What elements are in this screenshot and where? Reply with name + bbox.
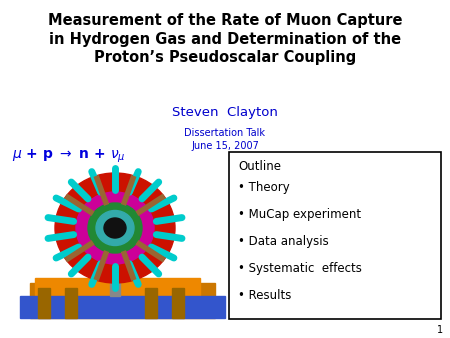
Ellipse shape — [88, 203, 142, 253]
Bar — [45, 283, 190, 303]
Bar — [20, 296, 225, 318]
Text: • MuCap experiment: • MuCap experiment — [238, 208, 361, 221]
Text: Outline: Outline — [238, 160, 281, 173]
Text: 1: 1 — [437, 325, 443, 335]
Bar — [145, 288, 157, 318]
Text: Measurement of the Rate of Muon Capture
in Hydrogen Gas and Determination of the: Measurement of the Rate of Muon Capture … — [48, 13, 402, 65]
Bar — [30, 283, 215, 318]
Text: Steven  Clayton: Steven Clayton — [172, 106, 278, 119]
Bar — [38, 288, 50, 318]
Text: • Systematic  effects: • Systematic effects — [238, 262, 362, 275]
Text: • Data analysis: • Data analysis — [238, 235, 329, 248]
Bar — [65, 288, 77, 318]
Text: Dissertation Talk
June 15, 2007: Dissertation Talk June 15, 2007 — [184, 128, 266, 151]
Bar — [110, 228, 120, 296]
Ellipse shape — [55, 173, 175, 283]
Ellipse shape — [104, 218, 126, 238]
Text: $\mu$ + p $\rightarrow$ n + $\nu_{\mu}$: $\mu$ + p $\rightarrow$ n + $\nu_{\mu}$ — [12, 148, 126, 165]
Text: • Theory: • Theory — [238, 181, 290, 194]
Ellipse shape — [96, 211, 134, 245]
Bar — [172, 288, 184, 318]
Text: • Results: • Results — [238, 289, 292, 302]
FancyBboxPatch shape — [229, 152, 441, 319]
Bar — [35, 278, 200, 296]
Ellipse shape — [76, 192, 154, 264]
